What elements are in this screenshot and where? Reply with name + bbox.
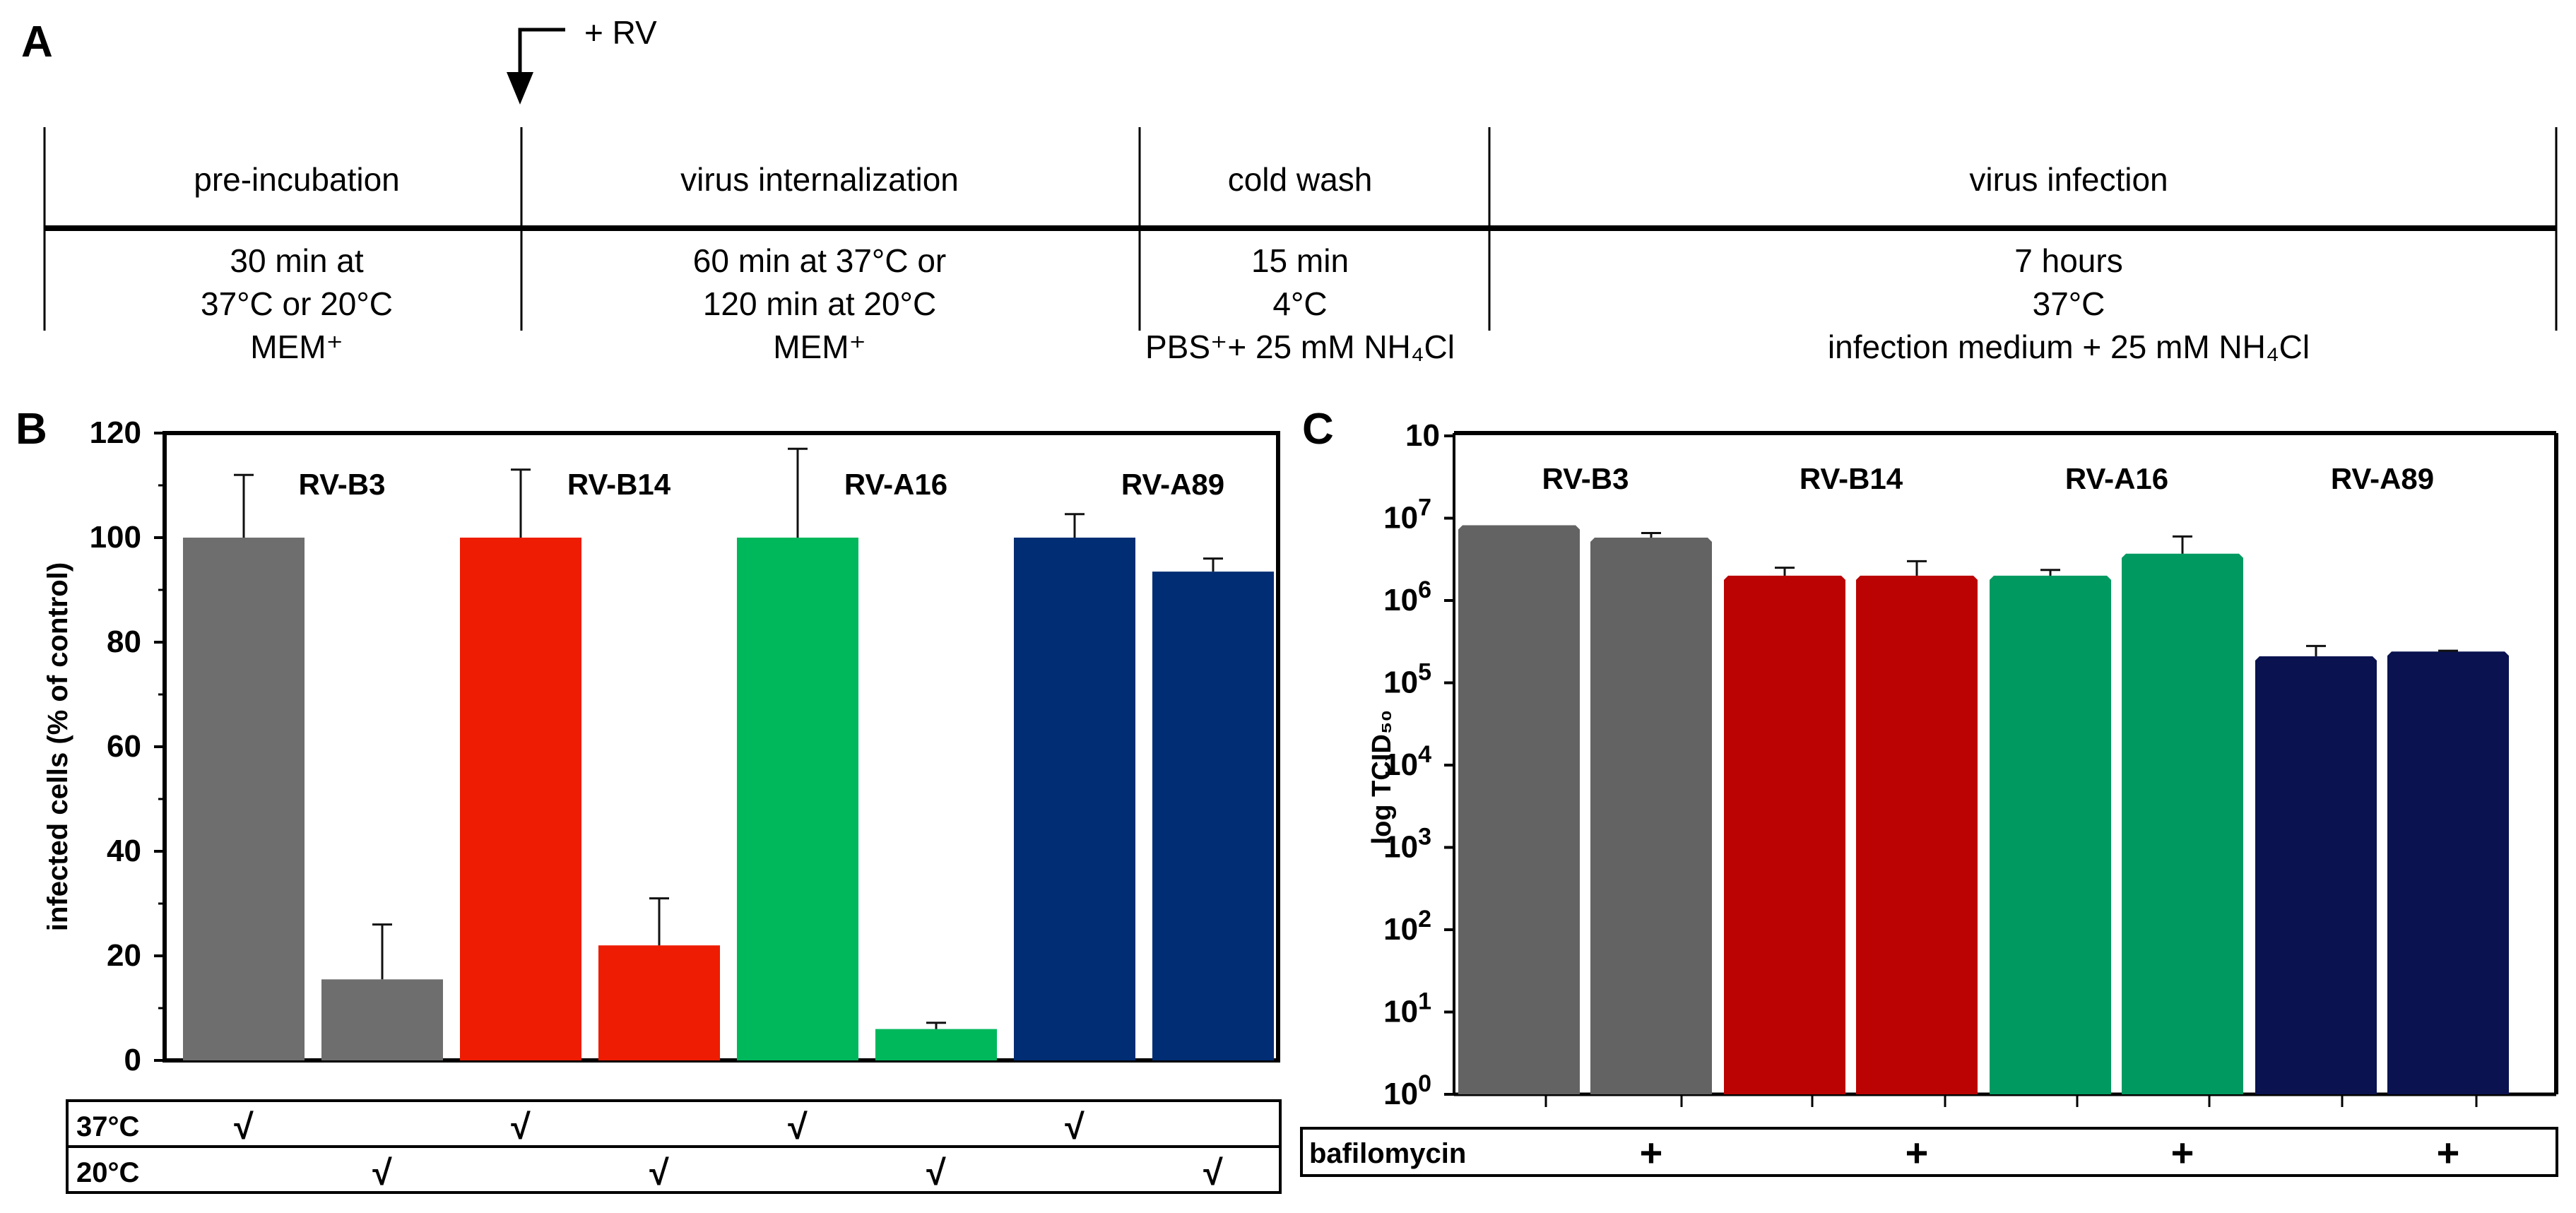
group-label: RV-A16: [2065, 462, 2168, 495]
checkmark: √: [234, 1107, 254, 1147]
bar: [598, 945, 720, 1060]
phase-detail-line3: infection medium + 25 mM NH₄Cl: [1828, 329, 2310, 365]
condition-row-label: 20°C: [76, 1157, 139, 1188]
phase-detail-line1: 60 min at 37°C or: [693, 242, 946, 279]
y-tick-label: 120: [90, 415, 141, 450]
bar: [2387, 651, 2509, 1094]
bar: [1590, 538, 1712, 1094]
condition-row-label: bafilomycin: [1309, 1138, 1466, 1169]
bar: [460, 538, 581, 1060]
plus-mark: +: [1906, 1130, 1929, 1175]
plus-mark: +: [2171, 1130, 2194, 1175]
checkmark: √: [1065, 1107, 1085, 1147]
condition-row-label: 37°C: [76, 1111, 139, 1142]
y-tick-label: 107: [1383, 495, 1431, 536]
phase-detail-line1: 7 hours: [2014, 242, 2122, 279]
y-tick-label: 80: [107, 625, 141, 659]
chart-c: log TCID₅₀ 100 101 102 103 104 105 106 107 10 RV-…: [1367, 418, 2558, 1111]
panel-label-c: C: [1302, 405, 1334, 454]
bar: [2122, 553, 2243, 1094]
group-label: RV-A16: [844, 468, 947, 501]
phase-detail-line2: 37°C or 20°C: [201, 285, 393, 322]
group-label: RV-B3: [1542, 462, 1629, 495]
rv-marker-label: + RV: [584, 14, 657, 51]
phase-virus-infection: virus infection: [1969, 161, 2168, 198]
phase-cold-wash: cold wash: [1228, 161, 1373, 198]
checkmark: √: [1203, 1153, 1223, 1193]
plus-mark: +: [2437, 1130, 2460, 1175]
phase-virus-internalization: virus internalization: [680, 161, 959, 198]
bar: [183, 538, 305, 1060]
y-tick-label: 101: [1383, 988, 1431, 1029]
phase-pre-incubation: pre-incubation: [194, 161, 400, 198]
bar: [1458, 525, 1580, 1094]
y-tick-label: 100: [1383, 1070, 1431, 1111]
group-label: RV-A89: [2331, 462, 2434, 495]
y-tick-label: 20: [107, 938, 141, 973]
chart-c-condition-table: bafilomycin + + + +: [1300, 1127, 2558, 1177]
y-tick-label: 103: [1383, 824, 1431, 865]
y-tick-label: 104: [1383, 741, 1431, 782]
checkmark: √: [926, 1153, 946, 1193]
group-label: RV-A89: [1121, 468, 1224, 501]
bar: [1014, 538, 1135, 1060]
checkmark: √: [788, 1107, 808, 1147]
bar: [1990, 575, 2111, 1094]
group-label: RV-B14: [1800, 462, 1903, 495]
phase-detail-line3: MEM⁺: [773, 329, 866, 365]
y-tick-label: 106: [1383, 576, 1431, 617]
rv-addition-marker: + RV: [507, 14, 657, 105]
group-label: RV-B14: [567, 468, 671, 501]
panel-label-b: B: [16, 405, 47, 454]
bar: [1856, 575, 1978, 1094]
panel-label-a: A: [21, 18, 53, 66]
checkmark: √: [372, 1153, 392, 1193]
phase-detail-line2: 37°C: [2033, 285, 2105, 322]
phase-detail-line3: PBS⁺+ 25 mM NH₄Cl: [1145, 329, 1455, 365]
phase-detail-line2: 120 min at 20°C: [703, 285, 936, 322]
y-tick-label: 10: [1405, 418, 1440, 453]
chart-b-ylabel: infected cells (% of control): [42, 562, 73, 931]
phase-detail-line3: MEM⁺: [250, 329, 343, 365]
y-tick-label: 100: [90, 520, 141, 555]
bar: [737, 538, 858, 1060]
phase-detail-line2: 4°C: [1272, 285, 1327, 322]
bar: [2255, 656, 2377, 1094]
bar: [1152, 572, 1274, 1060]
bar: [321, 979, 443, 1060]
y-tick-label: 102: [1383, 906, 1431, 947]
y-tick-label: 105: [1383, 659, 1431, 700]
checkmark: √: [649, 1153, 669, 1193]
plus-mark: +: [1640, 1130, 1663, 1175]
bar: [1724, 575, 1845, 1094]
chart-b-condition-table: 37°C 20°C √ √ √ √ √ √ √ √: [66, 1099, 1282, 1194]
chart-b: infected cells (% of control) 0 20 40 60 80 1…: [42, 415, 1280, 1077]
timeline: pre-incubation 30 min at 37°C or 20°C ME…: [43, 127, 2558, 365]
checkmark: √: [511, 1107, 531, 1147]
bar: [875, 1029, 997, 1060]
y-tick-label: 60: [107, 729, 141, 764]
group-label: RV-B3: [299, 468, 386, 501]
phase-detail-line1: 15 min: [1251, 242, 1349, 279]
chart-c-ylabel: log TCID₅₀: [1367, 710, 1397, 845]
y-tick-label: 40: [107, 834, 141, 868]
phase-detail-line1: 30 min at: [230, 242, 363, 279]
y-tick-label: 0: [124, 1043, 141, 1077]
